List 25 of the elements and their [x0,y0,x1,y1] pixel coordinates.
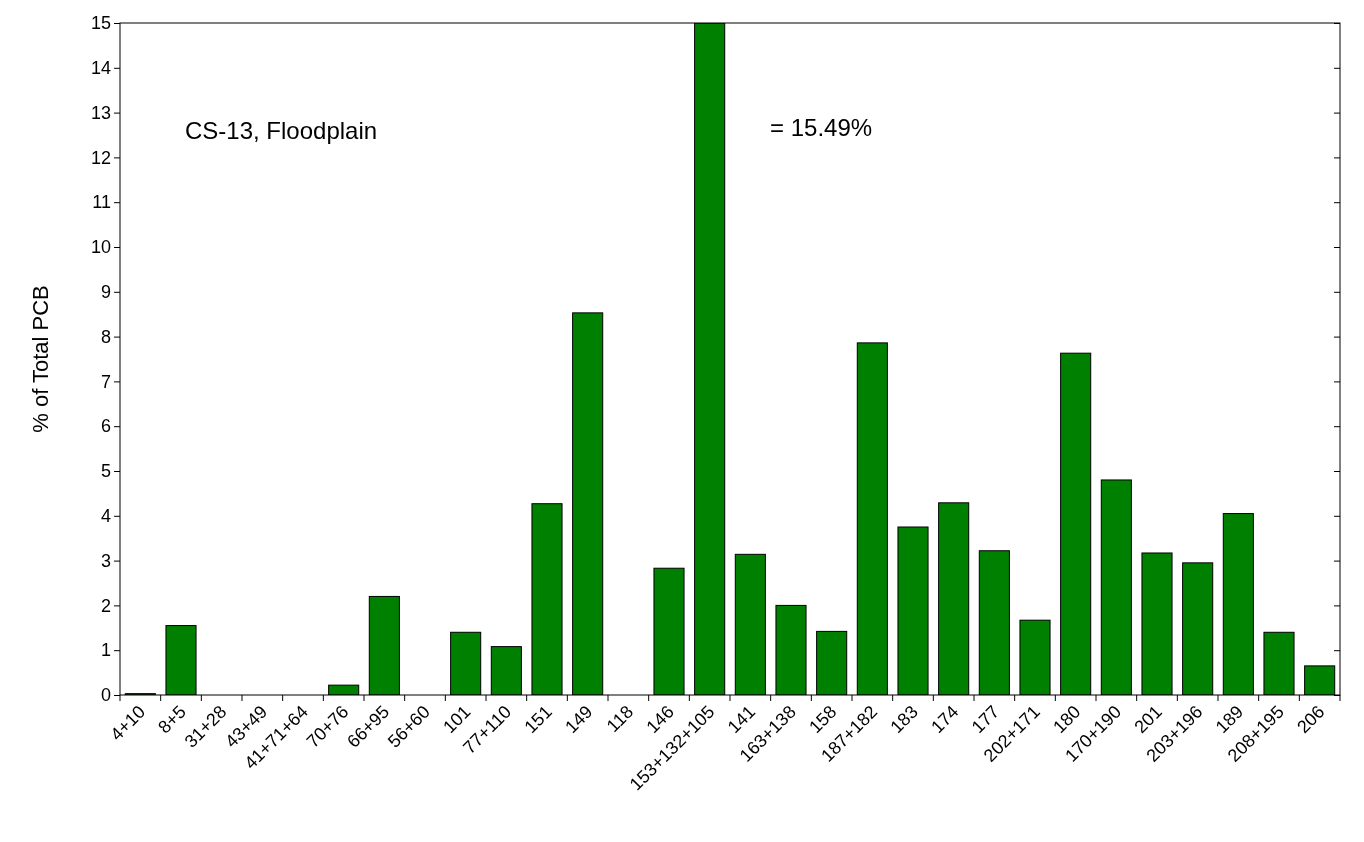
x-tick-label: 174 [927,701,963,738]
y-tick-label: 13 [90,102,111,123]
y-tick-label: 14 [90,58,111,79]
y-tick-label: 7 [100,371,111,392]
x-tick-label: 183 [886,701,922,738]
y-tick-label: 9 [100,282,111,303]
y-tick-label: 5 [100,461,111,482]
x-tick-label: 206 [1293,701,1329,738]
y-tick-label: 2 [100,595,111,616]
annotation: CS-13, Floodplain [185,117,378,144]
y-tick-label: 15 [90,13,111,34]
y-tick-label: 12 [90,147,111,168]
y-axis-title: % of Total PCB [28,285,53,433]
y-tick-label: 11 [92,192,111,213]
y-tick-label: 0 [100,685,111,706]
y-tick-label: 3 [100,550,111,571]
x-tick-label: 149 [561,701,597,738]
x-tick-label: 118 [602,701,638,737]
y-tick-label: 8 [100,326,111,347]
y-tick-label: 4 [100,506,111,527]
y-tick-label: 1 [100,640,111,661]
x-tick-label: 151 [520,701,556,738]
y-tick-label: 10 [90,237,111,258]
annotation: = 15.49% [770,114,873,141]
y-tick-label: 6 [100,416,111,437]
